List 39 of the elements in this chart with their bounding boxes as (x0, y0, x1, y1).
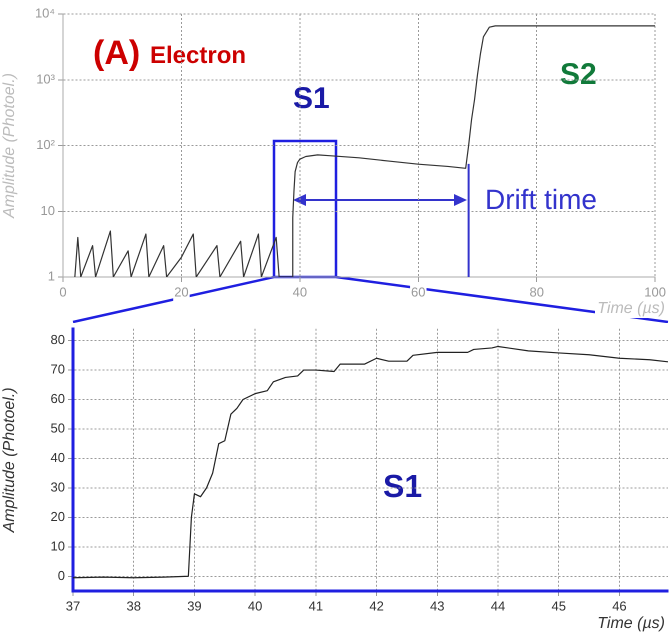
x-tick-label: 43 (430, 598, 445, 614)
annotation: Drift time (485, 184, 597, 215)
x-tick-label: 46 (612, 598, 627, 614)
y-tick-label: 70 (50, 362, 65, 377)
y-tick-label: 1 (48, 268, 55, 284)
x-tick-label: 38 (126, 598, 141, 614)
y-tick-label: 10⁴ (34, 6, 55, 21)
y-tick-label: 50 (50, 420, 65, 436)
y-tick-label: 80 (50, 332, 65, 348)
x-axis-title: Time (µs) (595, 300, 667, 318)
x-tick-label: 37 (66, 598, 80, 614)
x-tick-label: 39 (187, 598, 202, 614)
y-tick-label: 10 (40, 202, 55, 218)
y-tick-label: 20 (50, 508, 65, 524)
x-tick-label: 60 (411, 284, 426, 300)
x-tick-label: 20 (174, 284, 189, 300)
annotation: (A) (93, 34, 140, 72)
y-tick-label: 60 (50, 391, 65, 406)
annotation: S1 (293, 82, 330, 115)
annotation: S1 (383, 468, 422, 504)
y-axis-title: Amplitude (Photoel.) (1, 73, 18, 219)
y-axis-title: Amplitude (Photoel.) (1, 387, 18, 534)
x-tick-label: 45 (551, 598, 566, 614)
x-tick-label: 41 (308, 598, 324, 614)
x-tick-label: 40 (292, 284, 308, 300)
annotation: S2 (560, 58, 597, 91)
y-tick-label: 10 (50, 538, 65, 554)
y-tick-label: 40 (50, 450, 65, 466)
x-axis-title: Time (µs) (595, 615, 667, 633)
y-tick-label: 10³ (36, 71, 56, 86)
x-tick-label: 100 (644, 284, 666, 300)
annotation: Electron (150, 42, 246, 69)
y-tick-label: 30 (50, 479, 65, 494)
x-tick-label: 40 (248, 598, 262, 614)
x-tick-label: 44 (490, 598, 506, 614)
x-tick-label: 42 (369, 598, 384, 614)
y-tick-label: 0 (58, 568, 65, 583)
y-tick-label: 10² (36, 137, 56, 152)
x-tick-label: 80 (529, 284, 544, 300)
